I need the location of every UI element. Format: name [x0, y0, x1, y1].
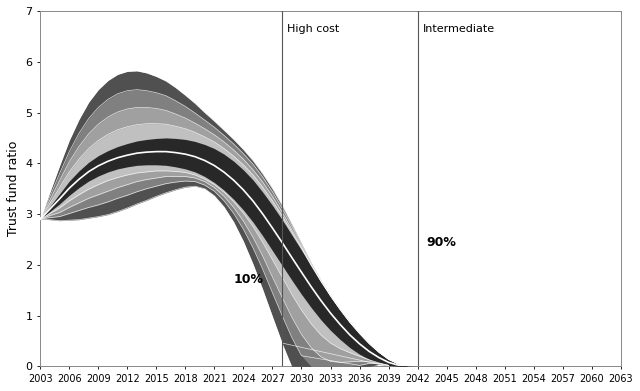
Y-axis label: Trust fund ratio: Trust fund ratio	[7, 141, 20, 237]
Text: High cost: High cost	[287, 23, 339, 34]
Text: Intermediate: Intermediate	[422, 23, 495, 34]
Text: 10%: 10%	[233, 273, 263, 285]
Text: 90%: 90%	[427, 235, 457, 249]
Text: 50%: 50%	[316, 261, 346, 274]
